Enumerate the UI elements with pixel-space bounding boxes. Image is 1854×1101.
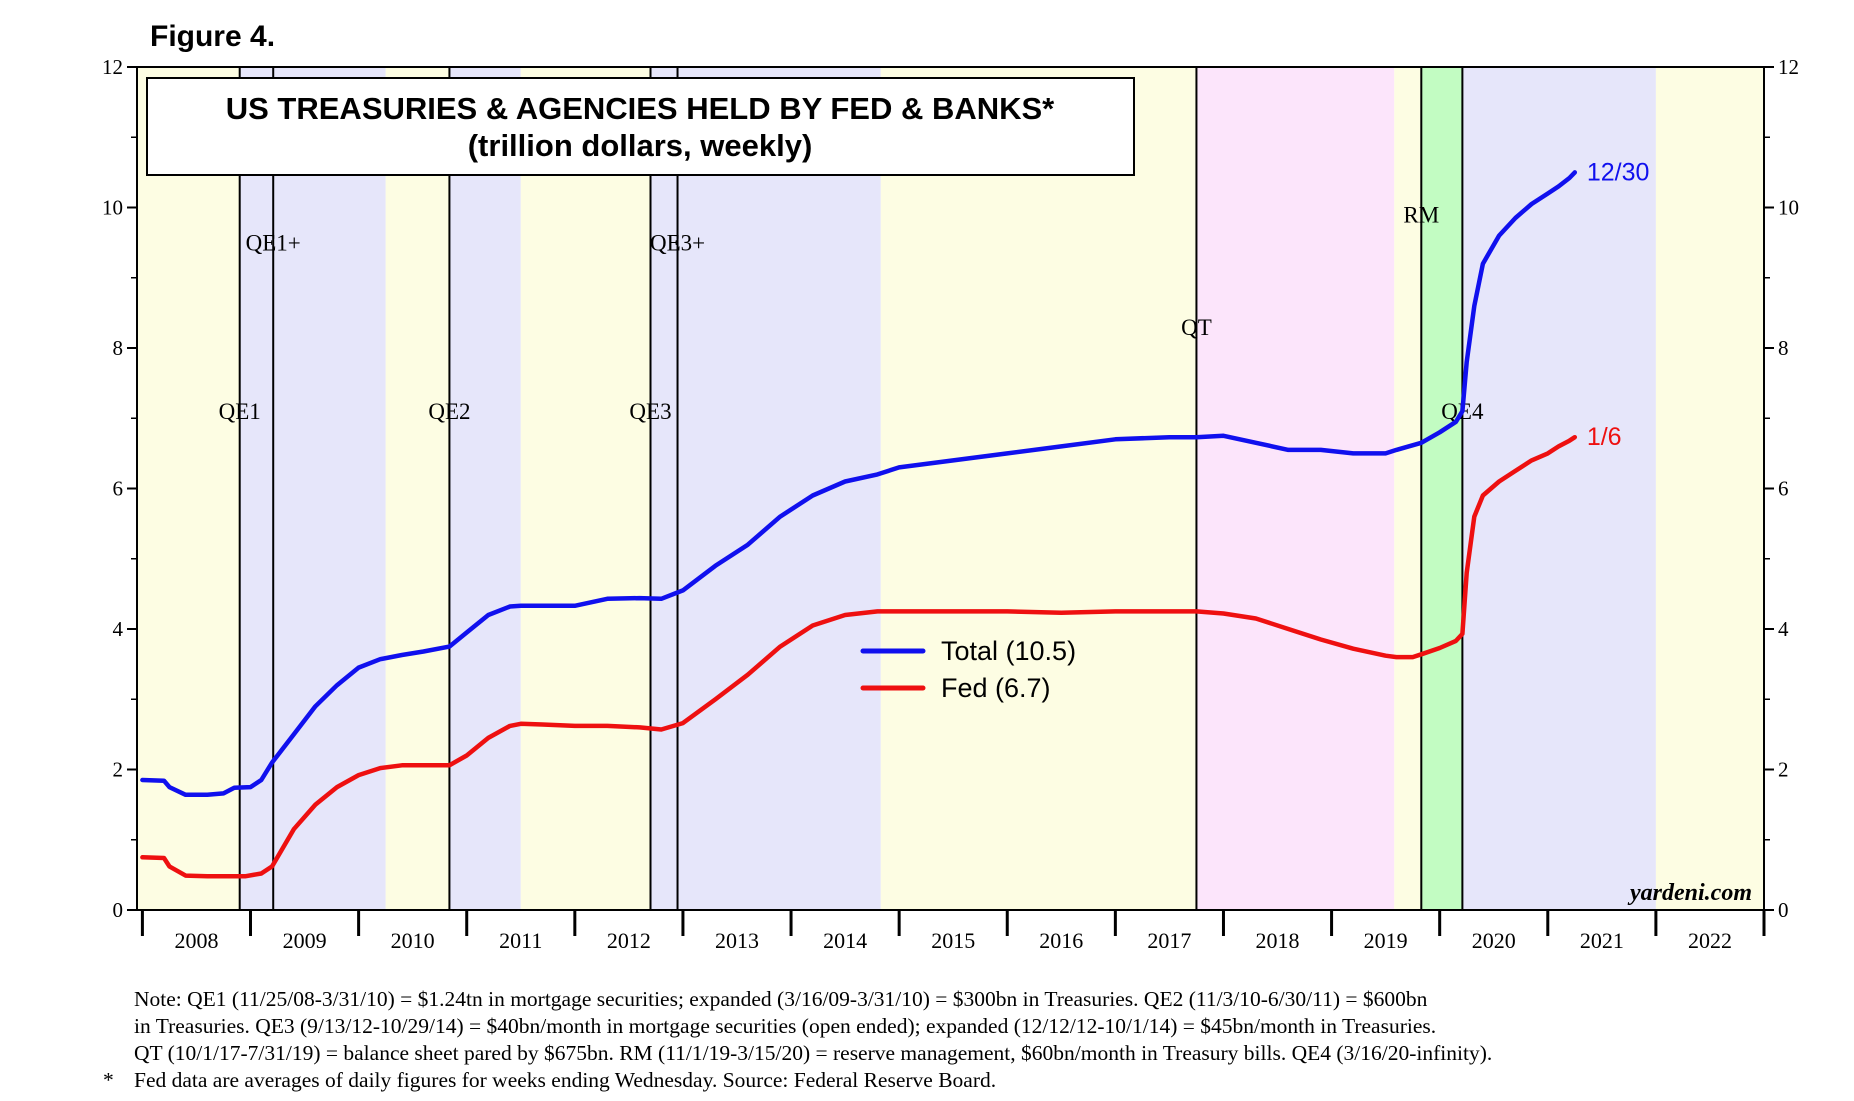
x-tick-label: 2019 (1364, 928, 1408, 953)
period-band (137, 67, 240, 910)
x-tick-label: 2021 (1580, 928, 1624, 953)
period-band (880, 67, 1197, 910)
period-band (1394, 67, 1422, 910)
legend: Total (10.5) Fed (6.7) (860, 636, 1076, 703)
x-tick-label: 2014 (823, 928, 867, 953)
period-band (1655, 67, 1764, 910)
y-tick-label-right: 8 (1778, 336, 1789, 360)
series-line-fed (140, 434, 1578, 879)
x-tick-label: 2012 (607, 928, 651, 953)
period-band (1421, 67, 1463, 910)
x-tick-label: 2008 (174, 928, 218, 953)
x-tick-label: 2020 (1472, 928, 1516, 953)
y-tick-label-right: 2 (1778, 758, 1789, 782)
x-tick-label: 2009 (283, 928, 327, 953)
chart-subtitle: (trillion dollars, weekly) (468, 128, 813, 163)
y-tick-label-left: 12 (102, 55, 123, 79)
event-label: RM (1403, 203, 1439, 228)
series-end-label: 12/30 (1587, 158, 1650, 186)
event-label: QE3+ (650, 231, 705, 256)
asterisk-mark: * (103, 1068, 114, 1092)
figure-label: Figure 4. (150, 20, 275, 53)
series-lines: 12/30 1/6 (140, 158, 1650, 879)
period-band (650, 67, 881, 910)
legend-label: Total (10.5) (941, 636, 1076, 666)
note-line-2: in Treasuries. QE3 (9/13/12-10/29/14) = … (134, 1014, 1437, 1038)
period-band (385, 67, 450, 910)
y-tick-label-right: 4 (1778, 617, 1789, 641)
series-end-label: 1/6 (1587, 423, 1622, 451)
notes-block: Note: QE1 (11/25/08-3/31/10) = $1.24tn i… (103, 986, 1834, 1094)
x-tick-label: 2011 (499, 928, 542, 953)
event-label: QT (1181, 315, 1212, 340)
y-tick-label-left: 2 (113, 758, 124, 782)
x-tick-label: 2022 (1688, 928, 1732, 953)
period-band (520, 67, 651, 910)
series-line-total (140, 170, 1578, 798)
x-tick-label: 2017 (1147, 928, 1191, 953)
event-label: QE1 (219, 399, 261, 424)
chart-title: US TREASURIES & AGENCIES HELD BY FED & B… (226, 91, 1055, 126)
y-tick-label-left: 4 (113, 617, 124, 641)
period-bands (137, 67, 1764, 910)
event-label: QE3 (629, 399, 671, 424)
x-tick-label: 2015 (931, 928, 975, 953)
y-tick-label-right: 6 (1778, 477, 1789, 501)
x-tick-label: 2018 (1256, 928, 1300, 953)
period-band (1196, 67, 1395, 910)
event-label: QE1+ (246, 231, 301, 256)
y-tick-label-left: 10 (102, 196, 123, 220)
event-label: QE2 (428, 399, 470, 424)
y-tick-label-left: 6 (113, 477, 124, 501)
period-band (1462, 67, 1656, 910)
x-tick-label: 2013 (715, 928, 759, 953)
legend-label: Fed (6.7) (941, 673, 1051, 703)
x-axis: 2008 2009 2010 2011 2012 2013 2014 2015 2016 2017… (140, 910, 1766, 953)
title-box: US TREASURIES & AGENCIES HELD BY FED & B… (146, 77, 1135, 176)
x-tick-label: 2016 (1039, 928, 1083, 953)
y-tick-label-left: 8 (113, 336, 124, 360)
y-tick-label-right: 10 (1778, 196, 1799, 220)
y-tick-label-right: 12 (1778, 55, 1799, 79)
x-tick-label: 2010 (391, 928, 435, 953)
note-line-4: * Fed data are averages of daily figures … (103, 1067, 1834, 1094)
note-line-1: Note: QE1 (11/25/08-3/31/10) = $1.24tn i… (134, 987, 1428, 1011)
period-band (449, 67, 521, 910)
note-line-3: QT (10/1/17-7/31/19) = balance sheet par… (134, 1041, 1493, 1065)
y-axes: 0 0 2 2 4 4 6 6 8 8 10 10 12 12 (102, 55, 1799, 922)
source-credit: yardeni.com (1627, 880, 1752, 906)
y-tick-label-left: 0 (113, 898, 124, 922)
y-tick-label-right: 0 (1778, 898, 1789, 922)
note-line-4-text: Fed data are averages of daily figures f… (134, 1068, 997, 1092)
period-band (239, 67, 386, 910)
